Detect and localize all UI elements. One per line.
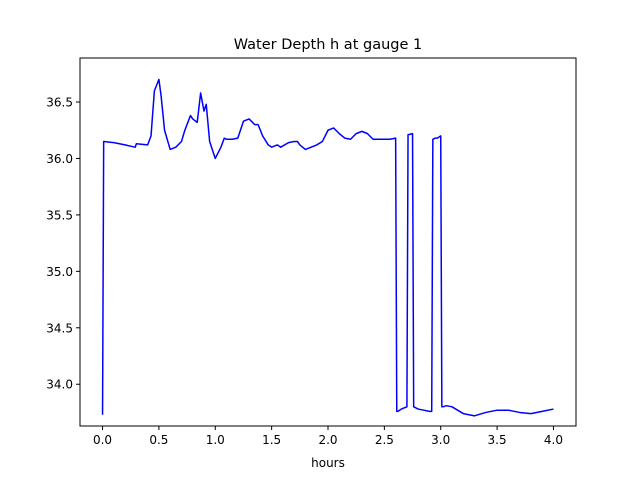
x-tick-label: 0.0 bbox=[93, 433, 112, 447]
x-tick-label: 4.0 bbox=[544, 433, 563, 447]
series-line-1 bbox=[101, 78, 554, 417]
y-tick-label: 34.0 bbox=[46, 378, 73, 392]
x-tick-label: 1.0 bbox=[206, 433, 225, 447]
x-tick-label: 3.5 bbox=[488, 433, 507, 447]
x-tick-label: 0.5 bbox=[149, 433, 168, 447]
y-axis: 34.0 34.5 35.0 35.5 36.0 36.5 bbox=[46, 96, 80, 392]
y-tick-label: 35.0 bbox=[46, 265, 73, 279]
y-tick-label: 36.0 bbox=[46, 152, 73, 166]
y-tick-label: 36.5 bbox=[46, 96, 73, 110]
x-tick-label: 3.0 bbox=[431, 433, 450, 447]
x-tick-label: 2.5 bbox=[375, 433, 394, 447]
chart-title: Water Depth h at gauge 1 bbox=[234, 37, 422, 53]
x-tick-label: 2.0 bbox=[318, 433, 337, 447]
x-axis: 0.0 0.5 1.0 1.5 2.0 2.5 3.0 3.5 4.0 bbox=[93, 426, 563, 447]
y-tick-label: 34.5 bbox=[46, 321, 73, 335]
x-axis-label: hours bbox=[311, 456, 345, 470]
y-tick-label: 35.5 bbox=[46, 208, 73, 222]
plot-lines bbox=[101, 78, 554, 417]
x-tick-label: 1.5 bbox=[262, 433, 281, 447]
